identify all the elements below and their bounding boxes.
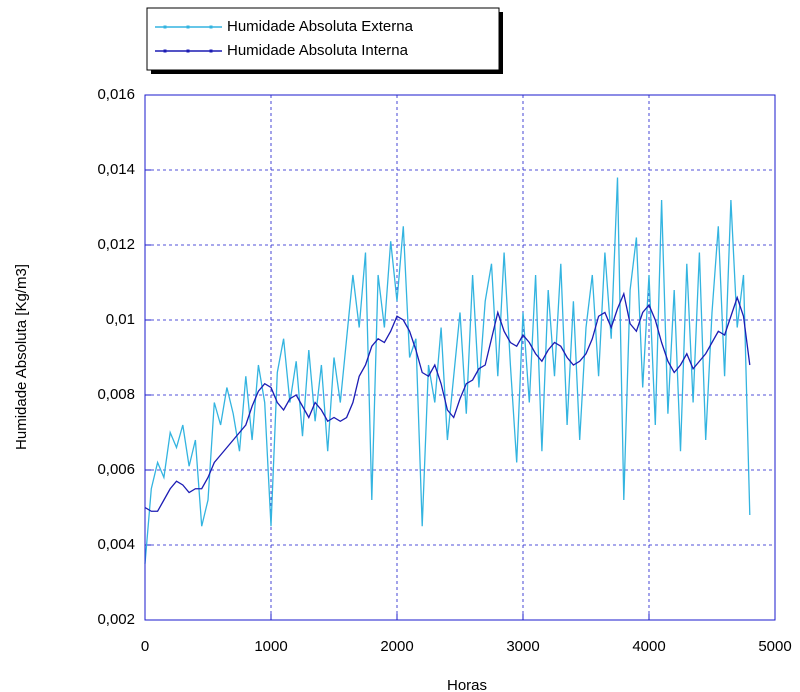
- x-tick-label: 1000: [254, 638, 287, 655]
- y-tick-label: 0,006: [97, 461, 135, 478]
- legend-marker: [186, 25, 190, 29]
- y-tick-label: 0,016: [97, 86, 135, 103]
- legend-marker: [163, 49, 167, 53]
- x-tick-label: 5000: [758, 638, 791, 655]
- x-tick-label: 0: [141, 638, 149, 655]
- data-line: [144, 291, 751, 512]
- legend-marker: [186, 49, 190, 53]
- legend-marker: [209, 49, 213, 53]
- y-tick-label: 0,008: [97, 386, 135, 403]
- legend-marker: [163, 25, 167, 29]
- legend-label: Humidade Absoluta Externa: [227, 18, 414, 35]
- legend-label: Humidade Absoluta Interna: [227, 42, 409, 59]
- plot-frame: [144, 94, 776, 621]
- x-axis-label: Horas: [447, 677, 487, 692]
- legend-marker: [209, 25, 213, 29]
- y-tick-label: 0,004: [97, 536, 135, 553]
- y-axis-label: Humidade Absoluta [Kg/m3]: [13, 264, 30, 450]
- x-tick-label: 3000: [506, 638, 539, 655]
- x-tick-label: 2000: [380, 638, 413, 655]
- y-tick-label: 0,002: [97, 611, 135, 628]
- y-tick-label: 0,014: [97, 161, 135, 178]
- y-tick-label: 0,01: [106, 311, 135, 328]
- legend-box: [146, 7, 500, 71]
- y-tick-label: 0,012: [97, 236, 135, 253]
- x-tick-label: 4000: [632, 638, 665, 655]
- data-line: [144, 177, 751, 564]
